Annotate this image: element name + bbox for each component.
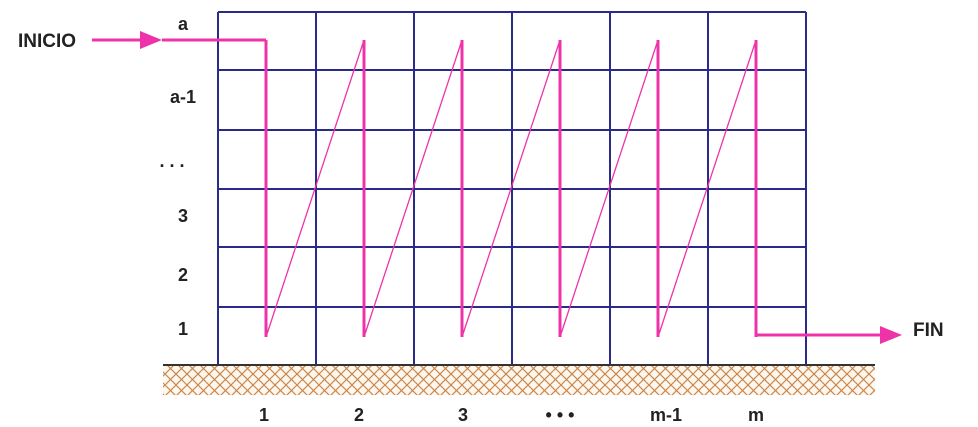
- ground-hatch: [163, 365, 875, 395]
- row-label-4: 2: [178, 265, 188, 285]
- column-labels: 1 2 3 • • • m-1 m: [259, 405, 764, 425]
- row-label-3: 3: [178, 206, 188, 226]
- row-label-1: a-1: [170, 87, 196, 107]
- column-label-2: 3: [458, 405, 468, 425]
- column-label-3: • • •: [546, 405, 575, 425]
- path-diagonal-return-3: [461, 39, 561, 338]
- path-diagonal-return-5: [657, 39, 757, 338]
- row-labels: a a-1 . . . 3 2 1: [159, 14, 196, 339]
- start-arrow: [92, 31, 162, 49]
- end-label: FIN: [913, 320, 944, 341]
- path-diagonal-return-2: [363, 39, 463, 338]
- column-label-0: 1: [259, 405, 269, 425]
- row-label-5: 1: [178, 319, 188, 339]
- start-label: INICIO: [18, 31, 76, 52]
- column-label-4: m-1: [650, 405, 682, 425]
- grid: [217, 11, 807, 365]
- traversal-path: [162, 38, 808, 338]
- path-diagonal-return-1: [265, 39, 365, 338]
- row-label-2: . . .: [159, 151, 184, 171]
- end-arrow: [805, 326, 902, 344]
- column-label-1: 2: [354, 405, 364, 425]
- row-label-0: a: [178, 14, 189, 34]
- column-label-5: m: [748, 405, 764, 425]
- path-diagonal-return-4: [559, 39, 659, 338]
